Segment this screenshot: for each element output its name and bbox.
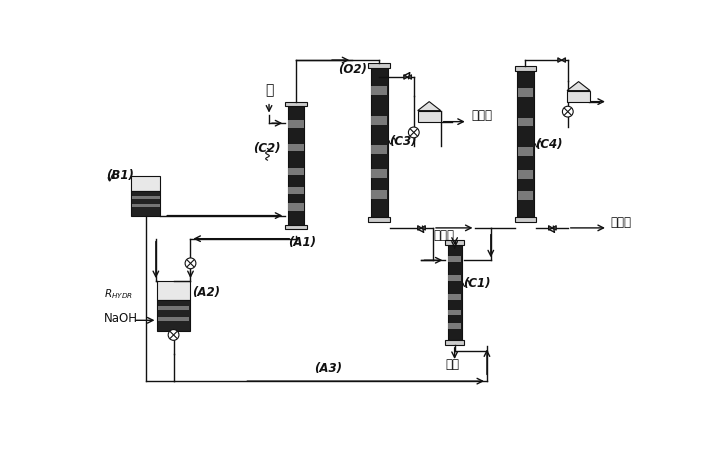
Text: (C2): (C2) bbox=[253, 142, 280, 155]
Bar bbox=[445, 240, 464, 245]
Text: (A3): (A3) bbox=[313, 362, 342, 375]
Bar bbox=[285, 225, 307, 229]
Polygon shape bbox=[418, 101, 441, 110]
Bar bbox=[447, 245, 462, 340]
Text: $R_{HYDR}$: $R_{HYDR}$ bbox=[104, 287, 133, 301]
Bar bbox=[157, 281, 190, 300]
Bar bbox=[515, 66, 536, 71]
Text: (O2): (O2) bbox=[338, 63, 367, 76]
Bar bbox=[372, 190, 387, 199]
Bar bbox=[567, 91, 590, 101]
Bar bbox=[158, 317, 189, 321]
Bar bbox=[445, 340, 464, 345]
Bar bbox=[418, 110, 441, 122]
Circle shape bbox=[408, 127, 419, 138]
Text: (C4): (C4) bbox=[535, 138, 563, 151]
Bar bbox=[372, 145, 387, 154]
Polygon shape bbox=[421, 225, 425, 230]
Bar bbox=[132, 204, 160, 207]
Bar bbox=[515, 217, 536, 222]
Bar bbox=[289, 144, 303, 151]
Bar bbox=[518, 118, 533, 127]
Bar bbox=[372, 169, 387, 178]
Bar bbox=[157, 300, 190, 331]
Bar bbox=[449, 295, 461, 300]
Bar bbox=[369, 63, 390, 68]
Bar bbox=[449, 310, 461, 316]
Text: 至反应: 至反应 bbox=[471, 109, 493, 122]
Bar bbox=[518, 170, 533, 179]
Polygon shape bbox=[408, 75, 411, 79]
Circle shape bbox=[185, 258, 196, 269]
Bar bbox=[518, 147, 533, 156]
Text: (C3): (C3) bbox=[389, 135, 417, 148]
Bar bbox=[369, 217, 390, 222]
Bar bbox=[371, 68, 388, 217]
Text: (B1): (B1) bbox=[106, 169, 135, 182]
Bar bbox=[372, 115, 387, 124]
Bar bbox=[518, 191, 533, 199]
Polygon shape bbox=[549, 225, 552, 230]
Bar bbox=[285, 101, 307, 106]
Polygon shape bbox=[418, 225, 421, 230]
Bar bbox=[449, 256, 461, 262]
Bar bbox=[289, 168, 303, 175]
Bar bbox=[131, 176, 160, 191]
Text: (C1): (C1) bbox=[463, 277, 491, 290]
Polygon shape bbox=[558, 58, 562, 62]
Polygon shape bbox=[562, 58, 566, 62]
Bar bbox=[372, 86, 387, 95]
Bar bbox=[131, 191, 160, 216]
Bar bbox=[289, 120, 303, 128]
Text: (A1): (A1) bbox=[289, 236, 316, 249]
Bar bbox=[289, 203, 303, 211]
Text: NaOH: NaOH bbox=[104, 312, 138, 325]
Polygon shape bbox=[567, 82, 590, 91]
Circle shape bbox=[562, 106, 573, 117]
Text: 重产物: 重产物 bbox=[610, 216, 631, 229]
Text: 废水: 废水 bbox=[445, 358, 459, 371]
Bar bbox=[132, 196, 160, 199]
Text: 水: 水 bbox=[265, 83, 274, 97]
Bar bbox=[449, 275, 461, 281]
Bar bbox=[288, 106, 304, 225]
Text: (A2): (A2) bbox=[192, 286, 220, 299]
Bar bbox=[289, 187, 303, 194]
Text: 至反应: 至反应 bbox=[433, 229, 454, 242]
Bar bbox=[449, 323, 461, 329]
Polygon shape bbox=[552, 225, 557, 230]
Bar bbox=[158, 306, 189, 310]
Bar bbox=[517, 71, 534, 217]
Circle shape bbox=[168, 330, 179, 340]
Polygon shape bbox=[404, 75, 408, 79]
Bar bbox=[518, 88, 533, 97]
